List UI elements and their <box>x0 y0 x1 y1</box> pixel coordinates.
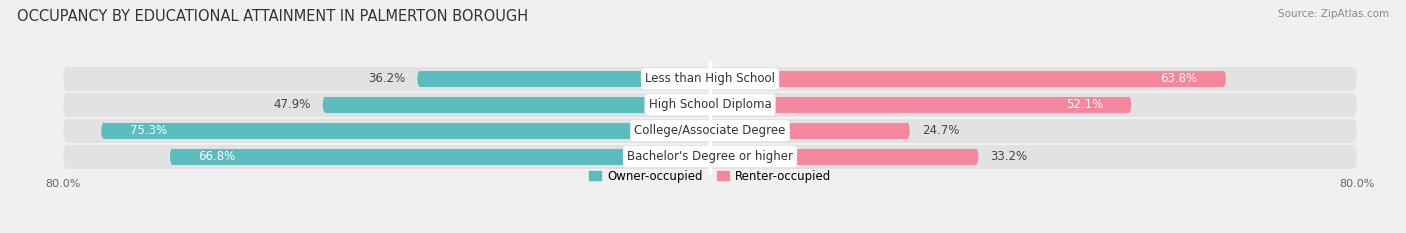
Circle shape <box>710 97 716 113</box>
Bar <box>67 93 1353 117</box>
Text: OCCUPANCY BY EDUCATIONAL ATTAINMENT IN PALMERTON BOROUGH: OCCUPANCY BY EDUCATIONAL ATTAINMENT IN P… <box>17 9 529 24</box>
Circle shape <box>170 149 174 165</box>
Circle shape <box>710 123 716 139</box>
Bar <box>173 149 707 165</box>
Bar <box>325 97 707 113</box>
Text: 33.2%: 33.2% <box>991 150 1028 163</box>
Circle shape <box>973 149 979 165</box>
Text: High School Diploma: High School Diploma <box>648 98 772 111</box>
Bar <box>67 145 1353 168</box>
Circle shape <box>63 119 70 143</box>
Text: 24.7%: 24.7% <box>922 124 959 137</box>
Bar <box>713 123 907 139</box>
Bar <box>713 97 1129 113</box>
Circle shape <box>704 71 710 87</box>
Circle shape <box>1350 145 1357 168</box>
Bar <box>713 71 1223 87</box>
Circle shape <box>418 71 422 87</box>
Text: Source: ZipAtlas.com: Source: ZipAtlas.com <box>1278 9 1389 19</box>
Circle shape <box>704 97 710 113</box>
Circle shape <box>710 71 716 87</box>
Circle shape <box>323 97 328 113</box>
Circle shape <box>63 67 70 91</box>
Circle shape <box>904 123 910 139</box>
Text: 52.1%: 52.1% <box>1066 98 1102 111</box>
Circle shape <box>1220 71 1226 87</box>
Text: 66.8%: 66.8% <box>198 150 236 163</box>
Text: 36.2%: 36.2% <box>368 72 405 85</box>
Text: 47.9%: 47.9% <box>273 98 311 111</box>
Text: College/Associate Degree: College/Associate Degree <box>634 124 786 137</box>
Bar <box>67 119 1353 143</box>
Circle shape <box>710 149 716 165</box>
Circle shape <box>1350 93 1357 117</box>
Circle shape <box>1350 67 1357 91</box>
Bar <box>67 67 1353 91</box>
Bar <box>420 71 707 87</box>
Circle shape <box>704 149 710 165</box>
Text: 75.3%: 75.3% <box>129 124 167 137</box>
Circle shape <box>1350 119 1357 143</box>
Bar <box>104 123 707 139</box>
Legend: Owner-occupied, Renter-occupied: Owner-occupied, Renter-occupied <box>589 170 831 182</box>
Circle shape <box>1126 97 1132 113</box>
Text: Bachelor's Degree or higher: Bachelor's Degree or higher <box>627 150 793 163</box>
Bar <box>713 149 976 165</box>
Circle shape <box>63 93 70 117</box>
Circle shape <box>63 145 70 168</box>
Circle shape <box>101 123 107 139</box>
Text: 63.8%: 63.8% <box>1160 72 1198 85</box>
Circle shape <box>704 123 710 139</box>
Text: Less than High School: Less than High School <box>645 72 775 85</box>
